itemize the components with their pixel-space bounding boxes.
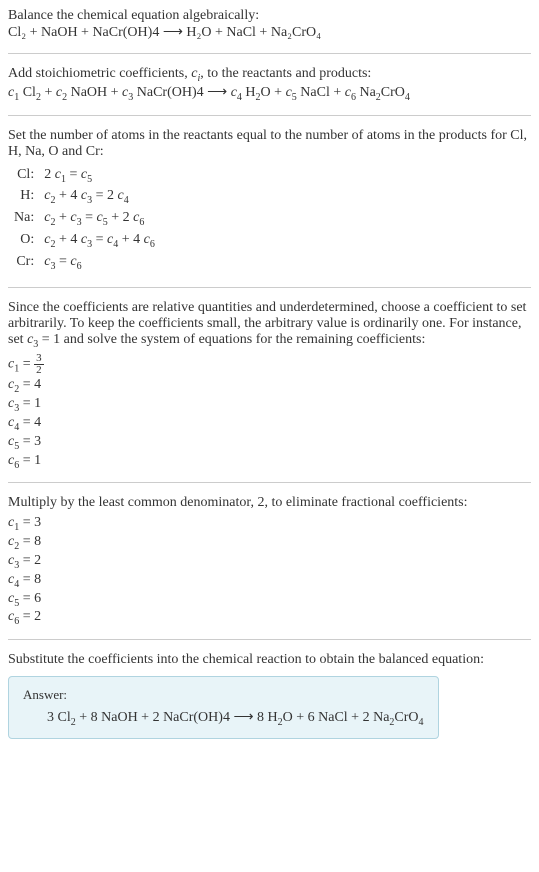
element-label: Na: <box>10 209 38 229</box>
stoich-equation: c1 Cl2 + c2 NaOH + c3 NaCr(OH)4 ⟶ c4 H2O… <box>8 84 531 103</box>
coef-list: c1 = 32 c2 = 4 c3 = 1 c4 = 4 c5 = 3 c6 =… <box>8 353 531 470</box>
table-row: Na: c2 + c3 = c5 + 2 c6 <box>10 209 159 229</box>
atoms-table: Cl: 2 c1 = c5 H: c2 + 4 c3 = 2 c4 Na: c2… <box>8 164 161 275</box>
coef-item: c4 = 4 <box>8 415 531 433</box>
answer-equation: 3 Cl2 + 8 NaOH + 2 NaCr(OH)4 ⟶ 8 H2O + 6… <box>23 709 424 728</box>
table-row: Cr: c3 = c6 <box>10 253 159 273</box>
since-section: Since the coefficients are relative quan… <box>8 300 531 471</box>
element-label: Cr: <box>10 253 38 273</box>
divider <box>8 639 531 640</box>
intro-equation: Cl₂ + NaOH + NaCr(OH)4 ⟶ H₂O + NaCl + Na… <box>8 24 531 41</box>
multiply-text: Multiply by the least common denominator… <box>8 495 531 511</box>
coef-item: c3 = 1 <box>8 396 531 414</box>
divider <box>8 287 531 288</box>
element-equation: 2 c1 = c5 <box>40 166 159 186</box>
atoms-section: Set the number of atoms in the reactants… <box>8 128 531 275</box>
table-row: H: c2 + 4 c3 = 2 c4 <box>10 187 159 207</box>
substitute-section: Substitute the coefficients into the che… <box>8 652 531 739</box>
stoich-section: Add stoichiometric coefficients, ci, to … <box>8 66 531 103</box>
element-equation: c3 = c6 <box>40 253 159 273</box>
stoich-text: Add stoichiometric coefficients, ci, to … <box>8 66 531 84</box>
coef-item: c2 = 8 <box>8 534 531 552</box>
table-row: O: c2 + 4 c3 = c4 + 4 c6 <box>10 231 159 251</box>
divider <box>8 53 531 54</box>
element-equation: c2 + 4 c3 = 2 c4 <box>40 187 159 207</box>
coef-item: c2 = 4 <box>8 377 531 395</box>
substitute-text: Substitute the coefficients into the che… <box>8 652 531 668</box>
answer-box: Answer: 3 Cl2 + 8 NaOH + 2 NaCr(OH)4 ⟶ 8… <box>8 676 439 739</box>
atoms-text: Set the number of atoms in the reactants… <box>8 128 531 160</box>
divider <box>8 115 531 116</box>
stoich-text-span: Add stoichiometric coefficients, ci, to … <box>8 66 371 81</box>
element-label: H: <box>10 187 38 207</box>
element-label: O: <box>10 231 38 251</box>
coef-item: c1 = 3 <box>8 515 531 533</box>
multiply-section: Multiply by the least common denominator… <box>8 495 531 627</box>
element-equation: c2 + c3 = c5 + 2 c6 <box>40 209 159 229</box>
intro-section: Balance the chemical equation algebraica… <box>8 8 531 41</box>
coef-item: c4 = 8 <box>8 572 531 590</box>
coef-item: c6 = 2 <box>8 609 531 627</box>
coef-item: c3 = 2 <box>8 553 531 571</box>
since-text: Since the coefficients are relative quan… <box>8 300 531 350</box>
frac-den: 2 <box>34 365 44 376</box>
divider <box>8 482 531 483</box>
coef-item: c5 = 6 <box>8 591 531 609</box>
intro-text: Balance the chemical equation algebraica… <box>8 8 531 24</box>
answer-label: Answer: <box>23 687 424 703</box>
element-equation: c2 + 4 c3 = c4 + 4 c6 <box>40 231 159 251</box>
table-row: Cl: 2 c1 = c5 <box>10 166 159 186</box>
coef-item: c5 = 3 <box>8 434 531 452</box>
element-label: Cl: <box>10 166 38 186</box>
coef-item: c1 = 32 <box>8 353 531 376</box>
coef-list: c1 = 3 c2 = 8 c3 = 2 c4 = 8 c5 = 6 c6 = … <box>8 515 531 627</box>
coef-item: c6 = 1 <box>8 453 531 471</box>
